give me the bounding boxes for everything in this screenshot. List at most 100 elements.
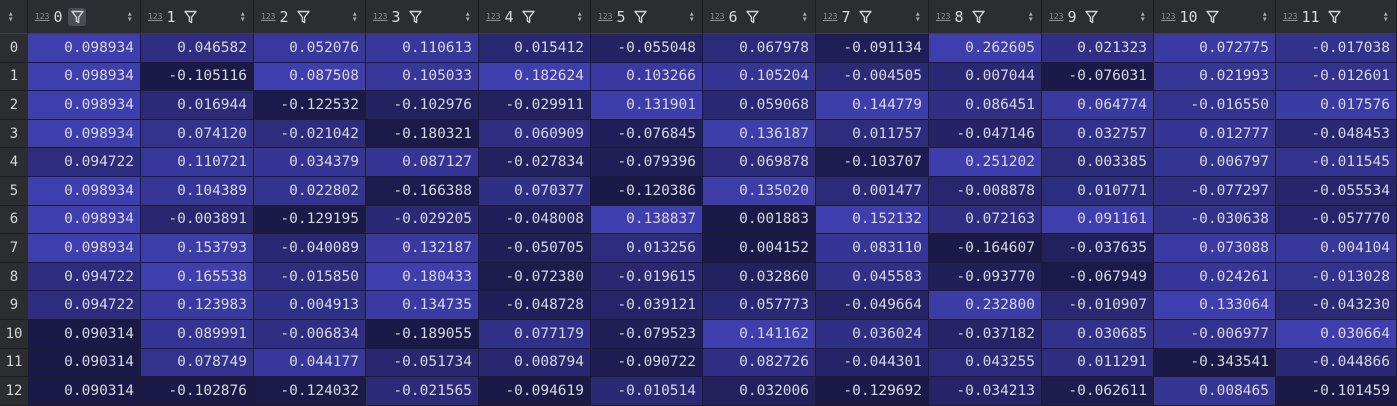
filter-icon[interactable] — [969, 8, 987, 26]
table-cell[interactable]: -0.057770 — [1276, 205, 1397, 235]
table-cell[interactable]: 0.136187 — [703, 119, 816, 149]
table-cell[interactable]: 0.087508 — [254, 62, 366, 92]
table-cell[interactable]: 0.034379 — [254, 148, 366, 177]
table-cell[interactable]: 0.074120 — [141, 119, 254, 149]
filter-icon[interactable] — [856, 8, 874, 26]
table-cell[interactable]: 0.165538 — [141, 262, 254, 292]
table-cell[interactable]: -0.019615 — [591, 262, 703, 292]
table-cell[interactable]: 0.091161 — [1042, 205, 1154, 235]
table-cell[interactable]: 0.069878 — [703, 148, 816, 177]
table-cell[interactable]: 0.016944 — [141, 91, 254, 120]
table-cell[interactable]: 0.001883 — [703, 205, 816, 235]
table-cell[interactable]: 0.090314 — [28, 377, 141, 406]
table-cell[interactable]: -0.008878 — [929, 177, 1042, 206]
column-header-0[interactable]: 123 0 ▲ ▼ — [28, 0, 141, 34]
table-cell[interactable]: 0.110721 — [141, 148, 254, 177]
sort-arrows-icon[interactable]: ▲ ▼ — [465, 10, 470, 24]
table-cell[interactable]: 0.017576 — [1276, 91, 1397, 120]
table-cell[interactable]: -0.343541 — [1154, 348, 1276, 378]
table-cell[interactable]: -0.030638 — [1154, 205, 1276, 235]
table-cell[interactable]: 0.057773 — [703, 291, 816, 320]
filter-icon[interactable] — [519, 8, 537, 26]
table-cell[interactable]: -0.006834 — [254, 320, 366, 349]
table-cell[interactable]: 0.067978 — [703, 34, 816, 63]
table-cell[interactable]: -0.180321 — [366, 119, 479, 149]
table-cell[interactable]: -0.027834 — [479, 148, 591, 177]
table-cell[interactable]: -0.105116 — [141, 62, 254, 92]
table-cell[interactable]: -0.044866 — [1276, 348, 1397, 378]
column-header-3[interactable]: 123 3 ▲ ▼ — [366, 0, 479, 34]
table-cell[interactable]: 0.064774 — [1042, 91, 1154, 120]
table-cell[interactable]: 0.052076 — [254, 34, 366, 63]
table-cell[interactable]: -0.164607 — [929, 234, 1042, 263]
table-cell[interactable]: -0.012601 — [1276, 62, 1397, 92]
table-cell[interactable]: 0.021993 — [1154, 62, 1276, 92]
table-cell[interactable]: 0.004104 — [1276, 234, 1397, 263]
table-cell[interactable]: 0.132187 — [366, 234, 479, 263]
table-cell[interactable]: 0.131901 — [591, 91, 703, 120]
table-cell[interactable]: 0.012777 — [1154, 119, 1276, 149]
table-cell[interactable]: 0.098934 — [28, 119, 141, 149]
column-header-1[interactable]: 123 1 ▲ ▼ — [141, 0, 254, 34]
table-cell[interactable]: -0.102876 — [141, 377, 254, 406]
table-cell[interactable]: -0.072380 — [479, 262, 591, 292]
column-header-4[interactable]: 123 4 ▲ ▼ — [479, 0, 591, 34]
table-cell[interactable]: -0.043230 — [1276, 291, 1397, 320]
table-cell[interactable]: 0.087127 — [366, 148, 479, 177]
table-cell[interactable]: 0.046582 — [141, 34, 254, 63]
table-cell[interactable]: 0.094722 — [28, 291, 141, 320]
table-cell[interactable]: -0.017038 — [1276, 34, 1397, 63]
table-cell[interactable]: 0.094722 — [28, 262, 141, 292]
table-cell[interactable]: -0.189055 — [366, 320, 479, 349]
table-cell[interactable]: 0.098934 — [28, 234, 141, 263]
column-header-11[interactable]: 123 11 ▲ ▼ — [1276, 0, 1397, 34]
table-cell[interactable]: 0.090314 — [28, 348, 141, 378]
table-cell[interactable]: 0.032757 — [1042, 119, 1154, 149]
table-cell[interactable]: -0.120386 — [591, 177, 703, 206]
filter-icon[interactable] — [68, 7, 87, 26]
column-header-7[interactable]: 123 7 ▲ ▼ — [816, 0, 929, 34]
table-cell[interactable]: 0.044177 — [254, 348, 366, 378]
table-cell[interactable]: 0.008465 — [1154, 377, 1276, 406]
table-cell[interactable]: 0.021323 — [1042, 34, 1154, 63]
table-cell[interactable]: 0.105204 — [703, 62, 816, 92]
table-cell[interactable]: -0.062611 — [1042, 377, 1154, 406]
table-cell[interactable]: 0.043255 — [929, 348, 1042, 378]
filter-icon[interactable] — [1326, 8, 1344, 26]
column-header-5[interactable]: 123 5 ▲ ▼ — [591, 0, 703, 34]
table-cell[interactable]: -0.011545 — [1276, 148, 1397, 177]
table-cell[interactable]: -0.079396 — [591, 148, 703, 177]
table-cell[interactable]: 0.011291 — [1042, 348, 1154, 378]
table-cell[interactable]: -0.055048 — [591, 34, 703, 63]
column-header-8[interactable]: 123 8 ▲ ▼ — [929, 0, 1042, 34]
table-cell[interactable]: 0.098934 — [28, 62, 141, 92]
sort-arrows-icon[interactable]: ▲ ▼ — [1140, 10, 1145, 24]
table-cell[interactable]: 0.060909 — [479, 119, 591, 149]
table-cell[interactable]: 0.110613 — [366, 34, 479, 63]
filter-icon[interactable] — [743, 8, 761, 26]
table-cell[interactable]: 0.032006 — [703, 377, 816, 406]
table-cell[interactable]: 0.003385 — [1042, 148, 1154, 177]
table-cell[interactable]: 0.098934 — [28, 177, 141, 206]
table-cell[interactable]: -0.003891 — [141, 205, 254, 235]
table-cell[interactable]: -0.079523 — [591, 320, 703, 349]
table-cell[interactable]: 0.036024 — [816, 320, 929, 349]
sort-arrows-icon[interactable]: ▲ ▼ — [127, 10, 132, 24]
table-cell[interactable]: -0.021042 — [254, 119, 366, 149]
column-header-9[interactable]: 123 9 ▲ ▼ — [1042, 0, 1154, 34]
table-cell[interactable]: -0.004505 — [816, 62, 929, 92]
table-cell[interactable]: -0.076031 — [1042, 62, 1154, 92]
table-cell[interactable]: -0.048728 — [479, 291, 591, 320]
table-cell[interactable]: 0.072163 — [929, 205, 1042, 235]
sort-arrows-icon[interactable]: ▲ ▼ — [352, 10, 357, 24]
table-cell[interactable]: -0.103707 — [816, 148, 929, 177]
table-cell[interactable]: 0.013256 — [591, 234, 703, 263]
table-cell[interactable]: 0.004913 — [254, 291, 366, 320]
table-cell[interactable]: -0.076845 — [591, 119, 703, 149]
table-cell[interactable]: 0.070377 — [479, 177, 591, 206]
table-cell[interactable]: 0.098934 — [28, 91, 141, 120]
table-cell[interactable]: 0.105033 — [366, 62, 479, 92]
filter-icon[interactable] — [406, 8, 424, 26]
table-cell[interactable]: -0.039121 — [591, 291, 703, 320]
table-cell[interactable]: 0.153793 — [141, 234, 254, 263]
